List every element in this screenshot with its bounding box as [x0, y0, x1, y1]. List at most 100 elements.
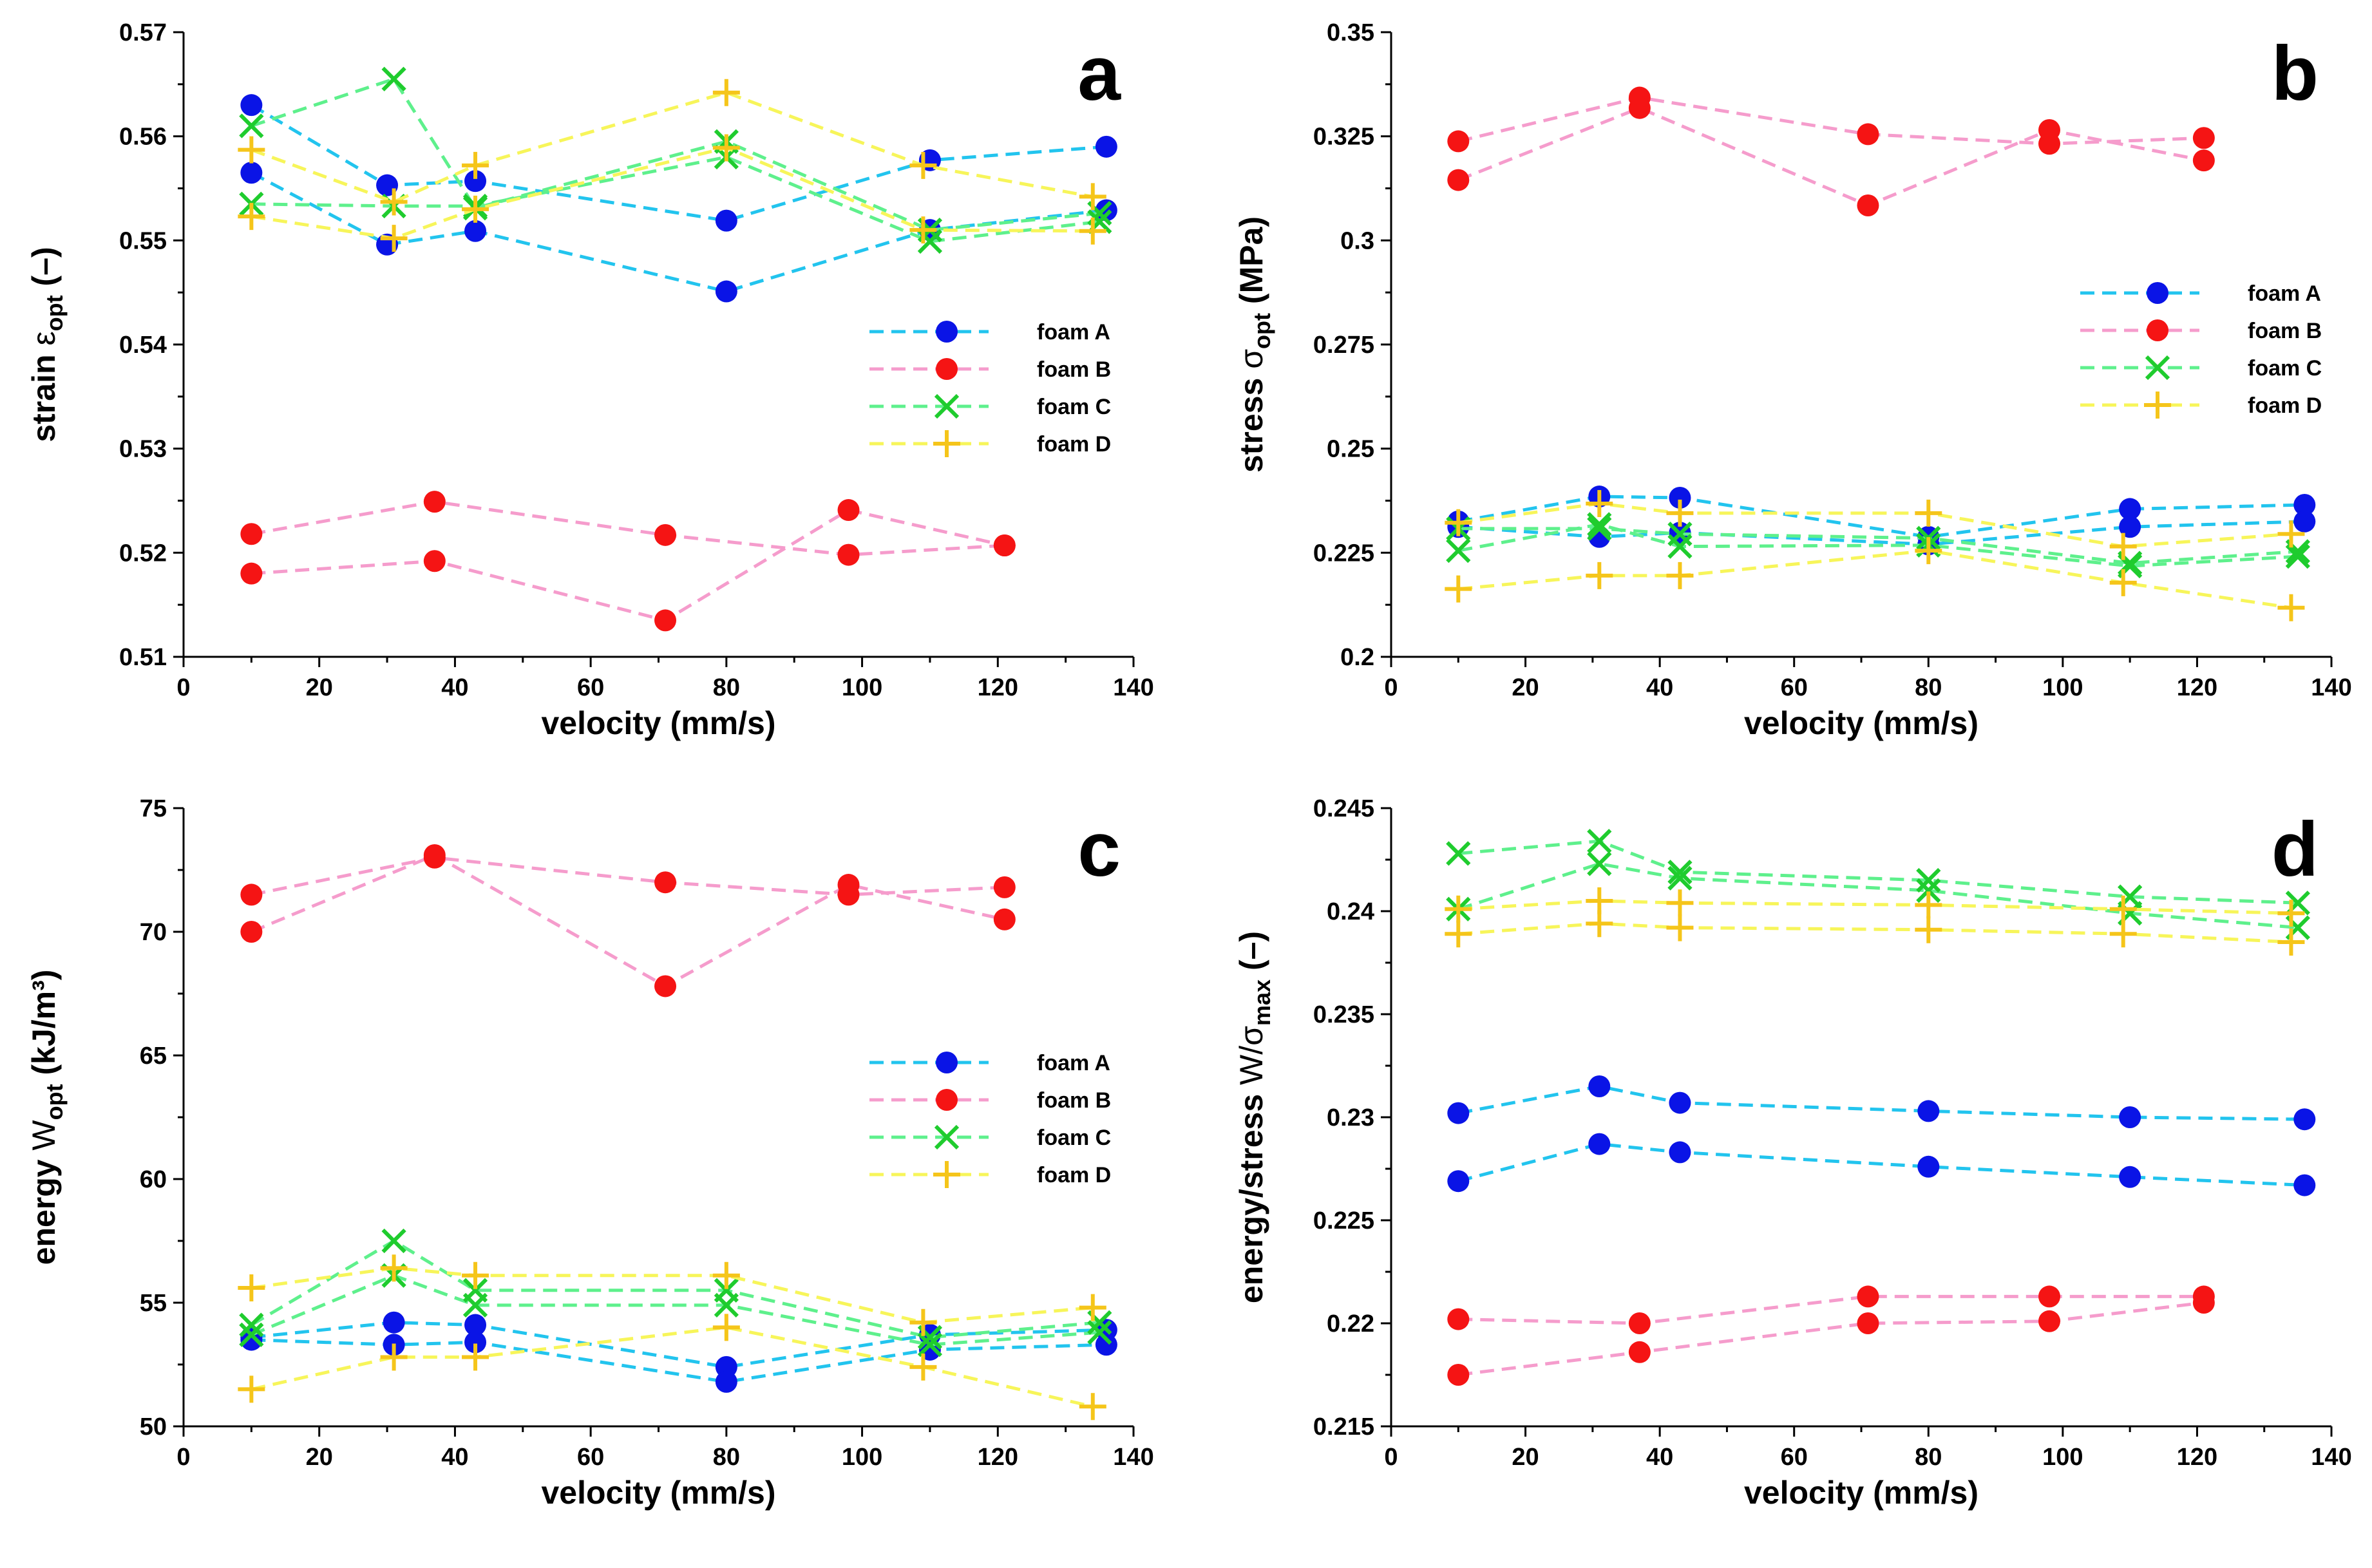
y-tick-label: 0.57	[119, 19, 167, 46]
data-point	[909, 151, 937, 179]
legend-marker	[936, 1052, 958, 1073]
series-line	[1457, 522, 2299, 568]
data-point	[1857, 1285, 1879, 1308]
series-line	[1458, 899, 2291, 915]
series-line	[1457, 1301, 2205, 1377]
series-line	[1457, 1142, 2305, 1187]
data-point	[715, 209, 737, 232]
data-point	[380, 1254, 408, 1282]
legend-marker	[2147, 319, 2168, 341]
panel-letter: a	[1077, 30, 1121, 117]
data-point	[1667, 534, 1693, 559]
series-foam-b	[240, 844, 1016, 997]
data-point	[2119, 516, 2141, 538]
series-line	[1458, 839, 2298, 905]
y-tick-label: 0.325	[1313, 124, 1374, 151]
series-line	[1458, 1294, 2204, 1325]
legend: foam A foam B foam C foam D	[869, 1051, 1111, 1188]
data-point	[712, 134, 740, 162]
y-tick-label: 60	[140, 1166, 167, 1193]
data-point	[2192, 127, 2215, 149]
data-point	[1669, 486, 1691, 509]
series-line	[251, 146, 1093, 240]
series-line	[1457, 502, 2291, 549]
data-point	[1857, 1312, 1879, 1334]
data-point	[240, 1328, 263, 1351]
data-point	[1628, 97, 1651, 119]
data-point	[1095, 135, 1117, 158]
legend-marker	[936, 358, 958, 380]
data-point	[240, 921, 263, 943]
legend-marker	[2145, 355, 2170, 381]
legend-marker	[2144, 392, 2171, 419]
x-tick-label: 40	[1646, 1444, 1673, 1471]
x-tick-label: 80	[713, 674, 740, 701]
data-point	[2192, 1292, 2215, 1314]
y-tick-label: 0.235	[1313, 1001, 1374, 1028]
data-point	[1079, 1294, 1106, 1321]
data-point	[1447, 130, 1470, 153]
data-point	[654, 871, 677, 894]
data-point	[1915, 916, 1942, 943]
data-point	[239, 1322, 264, 1348]
series-line	[251, 1239, 1100, 1339]
series-line	[1458, 921, 2291, 944]
data-point	[1587, 851, 1612, 876]
series-foam-c	[1446, 512, 2310, 579]
y-tick-label: 0.25	[1327, 436, 1374, 463]
data-point	[1587, 512, 1612, 537]
data-point	[654, 975, 677, 997]
series-line	[251, 104, 1107, 223]
data-point	[1586, 490, 1613, 518]
data-point	[993, 908, 1016, 930]
series-foam-d	[1445, 490, 2305, 621]
y-tick-label: 0.54	[119, 332, 167, 359]
data-point	[715, 280, 737, 303]
y-tick-label: 0.52	[119, 540, 167, 567]
data-point	[1447, 1170, 1470, 1193]
series-foam-b	[1447, 86, 2215, 217]
y-tick-label: 55	[140, 1290, 167, 1317]
series-line	[1457, 1084, 2305, 1121]
y-tick-label: 75	[140, 795, 167, 822]
data-point	[1447, 1308, 1470, 1330]
data-point	[464, 170, 487, 193]
y-tick-label: 70	[140, 919, 167, 946]
data-point	[462, 1261, 489, 1289]
data-point	[1915, 499, 1942, 527]
series-foam-b	[1447, 1285, 2215, 1386]
panel-a: 0 20 40 60 80 100 120 140 0.51 0.52 0.53 0.54 0.55 0.…	[26, 19, 1154, 741]
y-tick-label: 0.22	[1327, 1310, 1374, 1337]
series-line	[1457, 862, 2299, 930]
data-point	[1667, 860, 1693, 885]
y-tick-label: 0.215	[1313, 1413, 1374, 1440]
x-tick-label: 0	[1384, 1444, 1398, 1471]
series-line	[1458, 520, 2305, 546]
legend-marker	[2147, 282, 2168, 304]
y-tick-label: 65	[140, 1043, 167, 1070]
y-tick-label: 0.51	[119, 644, 167, 671]
x-tick-label: 100	[2042, 674, 2083, 701]
x-tick-label: 40	[441, 674, 468, 701]
series-line	[1457, 495, 2305, 539]
y-tick-label: 50	[140, 1413, 167, 1440]
data-point	[1857, 194, 1879, 217]
x-tick-label: 120	[978, 674, 1018, 701]
data-point	[2119, 1106, 2141, 1128]
legend-marker	[936, 321, 958, 343]
y-axis-label: strain εopt (–)	[26, 247, 68, 442]
series-line	[251, 1325, 1094, 1408]
legend-label: foam C	[1037, 395, 1111, 419]
data-point	[381, 1228, 406, 1254]
data-point	[1588, 1075, 1611, 1097]
data-point	[464, 1314, 487, 1336]
data-point	[423, 550, 446, 572]
data-point	[2293, 493, 2316, 516]
legend-label: foam B	[1037, 357, 1111, 382]
legend-label: foam B	[2248, 319, 2322, 343]
data-point	[2277, 900, 2305, 927]
series-foam-d	[238, 79, 1106, 252]
data-point	[2038, 1285, 2060, 1308]
data-point	[2293, 1108, 2316, 1131]
data-point	[1586, 887, 1613, 914]
